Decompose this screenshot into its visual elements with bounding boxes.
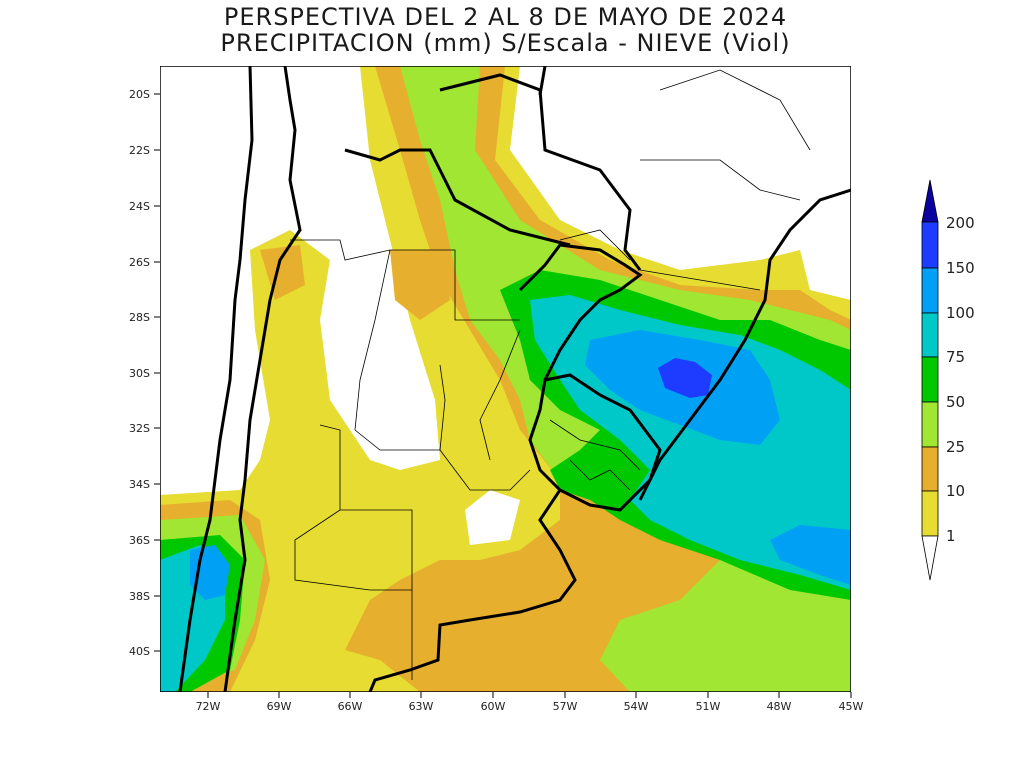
longitude-axis: 72W 69W 66W 63W 60W 57W 54W 51W 48W 45W [196,692,864,713]
lat-label-40s: 40S [129,645,150,658]
lon-label-66w: 66W [338,700,363,713]
map-title: PERSPECTIVA DEL 2 AL 8 DE MAYO DE 2024 [223,3,788,31]
provincial-boundaries [290,69,811,680]
colorbar [921,179,939,581]
lat-label-26s: 26S [129,256,150,269]
colorbar-swatch-100 [921,267,939,314]
colorbar-label-50: 50 [946,393,965,411]
lon-label-54w: 54W [624,700,649,713]
lon-label-69w: 69W [267,700,292,713]
lat-label-24s: 24S [129,200,150,213]
colorbar-labels: 200 150 100 75 50 25 10 1 [946,214,975,545]
colorbar-snow-triangle [921,179,939,223]
colorbar-label-1: 1 [946,527,956,545]
colorbar-swatch-75 [921,312,939,358]
lat-label-34s: 34S [129,478,150,491]
lat-label-28s: 28S [129,311,150,324]
precip-band-150mm [658,358,712,398]
lon-label-72w: 72W [196,700,221,713]
colorbar-label-25: 25 [946,438,965,456]
map-frame-content [160,66,851,692]
lat-label-22s: 22S [129,144,150,157]
colorbar-swatch-10 [921,446,939,492]
colorbar-swatch-50 [921,356,939,403]
colorbar-label-150: 150 [946,259,975,277]
latitude-axis: 20S 22S 24S 26S 28S 30S 32S 34S 36S 38S … [129,88,160,658]
lat-label-20s: 20S [129,88,150,101]
lon-label-45w: 45W [839,700,864,713]
lon-label-60w: 60W [481,700,506,713]
colorbar-swatch-150 [921,221,939,269]
national-borders [178,66,851,692]
colorbar-label-75: 75 [946,348,965,366]
map-subtitle: PRECIPITACION (mm) S/Escala - NIEVE (Vio… [220,29,791,57]
lon-label-63w: 63W [409,700,434,713]
lon-label-57w: 57W [553,700,578,713]
lat-label-38s: 38S [129,590,150,603]
lat-label-30s: 30S [129,367,150,380]
lon-label-48w: 48W [767,700,792,713]
colorbar-label-200: 200 [946,214,975,232]
colorbar-label-10: 10 [946,482,965,500]
lon-label-51w: 51W [696,700,721,713]
lat-label-32s: 32S [129,422,150,435]
colorbar-label-100: 100 [946,304,975,322]
colorbar-low-triangle [921,535,939,581]
colorbar-swatch-1 [921,490,939,537]
colorbar-swatch-25 [921,401,939,448]
lat-label-36s: 36S [129,534,150,547]
